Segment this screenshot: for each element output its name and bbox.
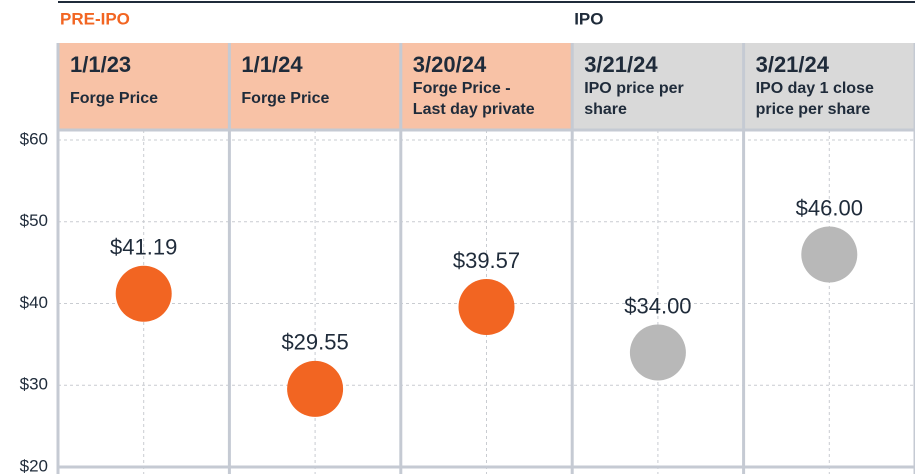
column-subtitle: Forge Price - xyxy=(413,80,511,97)
value-label: $34.00 xyxy=(624,293,691,318)
y-tick-label: $60 xyxy=(20,129,48,148)
column-header xyxy=(400,43,573,130)
column-subtitle: price per share xyxy=(756,101,871,118)
column-subtitle: IPO day 1 close xyxy=(756,80,874,97)
column-date: 1/1/23 xyxy=(70,52,131,77)
dot xyxy=(801,226,858,283)
column-subtitle: share xyxy=(584,101,627,118)
column-date: 3/21/24 xyxy=(756,52,830,77)
value-label: $41.19 xyxy=(110,235,177,260)
value-label: $46.00 xyxy=(796,195,863,220)
column-header xyxy=(743,43,915,130)
column-header xyxy=(229,43,401,130)
dot xyxy=(458,279,515,336)
column-subtitle: Forge Price xyxy=(70,90,158,107)
group-label: IPO xyxy=(574,9,603,28)
column-subtitle: Forge Price xyxy=(241,90,329,107)
value-label: $29.55 xyxy=(281,330,348,355)
column-header xyxy=(58,43,230,130)
group-label: PRE-IPO xyxy=(60,9,130,28)
column-subtitle: IPO price per xyxy=(584,80,684,97)
column-date: 3/20/24 xyxy=(413,52,487,77)
y-tick-label: $30 xyxy=(20,375,48,394)
y-tick-label: $50 xyxy=(20,211,48,230)
dot xyxy=(629,324,686,381)
dot xyxy=(115,265,172,322)
y-tick-label: $40 xyxy=(20,293,48,312)
column-subtitle: Last day private xyxy=(413,101,535,118)
column-date: 1/1/24 xyxy=(241,52,303,77)
value-label: $39.57 xyxy=(453,248,520,273)
column-date: 3/21/24 xyxy=(584,52,658,77)
column-header xyxy=(572,43,744,130)
y-tick-label: $20 xyxy=(20,456,48,474)
dot xyxy=(287,360,344,417)
